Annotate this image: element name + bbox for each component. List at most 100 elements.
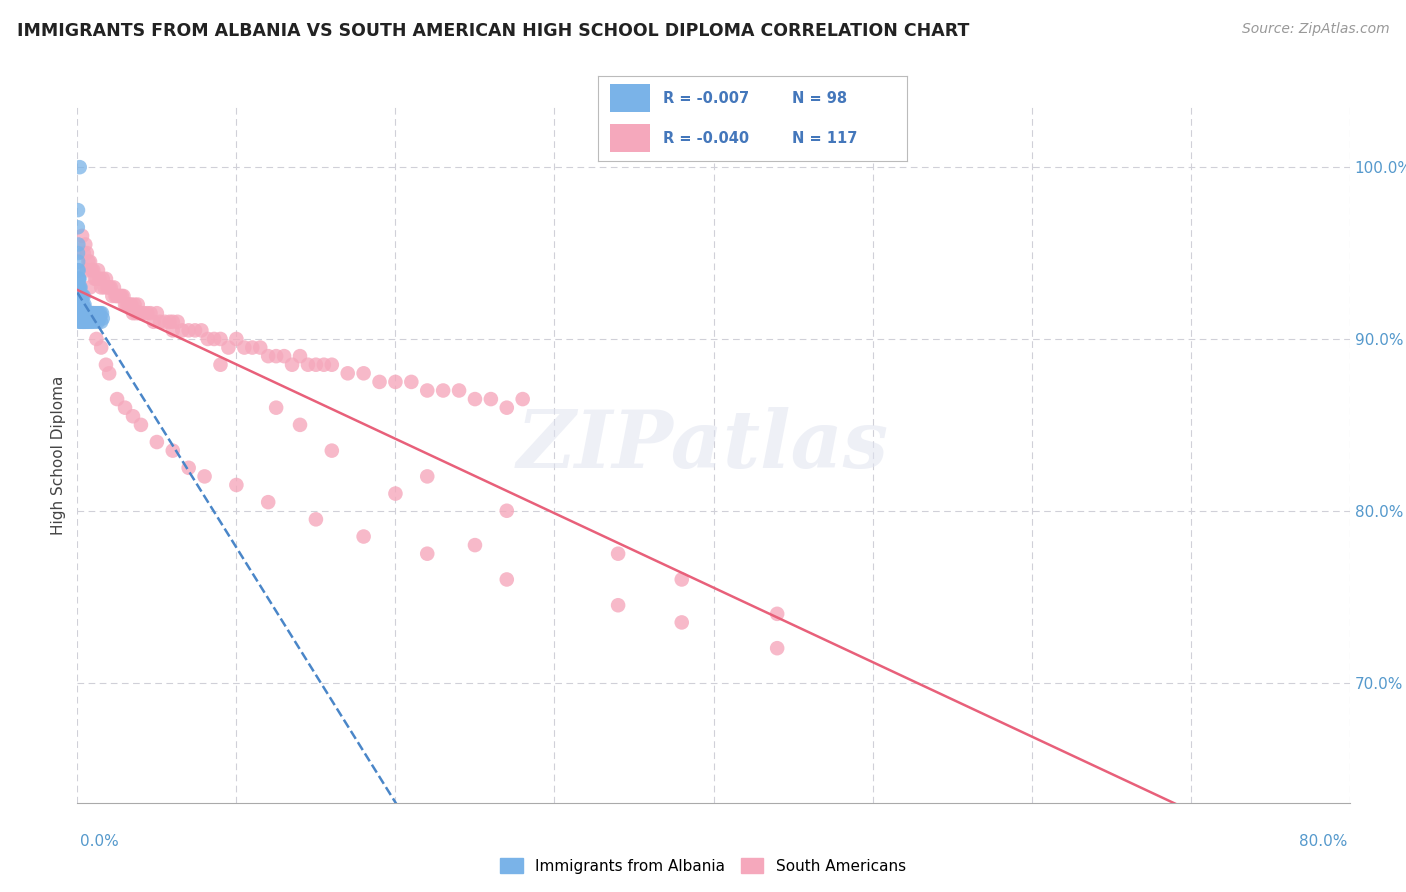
- Point: [98, 367, 121, 381]
- Point: [177, 460, 200, 475]
- Point: [66, 220, 89, 235]
- Point: [77, 254, 100, 268]
- Point: [122, 409, 145, 424]
- Point: [67, 297, 90, 311]
- Point: [82, 311, 104, 326]
- Point: [76, 315, 98, 329]
- Point: [162, 323, 184, 337]
- Point: [114, 401, 136, 415]
- Point: [72, 301, 94, 315]
- Point: [73, 297, 96, 311]
- Point: [94, 272, 117, 286]
- Point: [110, 289, 132, 303]
- Point: [72, 311, 94, 326]
- Point: [153, 315, 176, 329]
- Point: [495, 504, 517, 518]
- Point: [264, 401, 287, 415]
- Text: 0.0%: 0.0%: [80, 834, 120, 849]
- Point: [67, 237, 90, 252]
- Point: [111, 289, 134, 303]
- Point: [177, 323, 200, 337]
- Point: [69, 311, 91, 326]
- Point: [184, 323, 207, 337]
- Point: [115, 297, 138, 311]
- Point: [312, 358, 335, 372]
- Point: [67, 272, 90, 286]
- Point: [190, 323, 212, 337]
- Text: N = 98: N = 98: [793, 91, 848, 106]
- Point: [80, 311, 103, 326]
- Point: [72, 306, 94, 320]
- Point: [134, 306, 156, 320]
- Text: R = -0.040: R = -0.040: [662, 130, 748, 145]
- Text: R = -0.007: R = -0.007: [662, 91, 748, 106]
- Text: 80.0%: 80.0%: [1299, 834, 1347, 849]
- Point: [139, 306, 162, 320]
- Point: [66, 203, 89, 218]
- Point: [70, 306, 93, 320]
- Point: [305, 358, 328, 372]
- Point: [69, 289, 91, 303]
- Bar: [610, 124, 650, 152]
- Point: [432, 384, 454, 398]
- Point: [305, 512, 328, 526]
- Text: IMMIGRANTS FROM ALBANIA VS SOUTH AMERICAN HIGH SCHOOL DIPLOMA CORRELATION CHART: IMMIGRANTS FROM ALBANIA VS SOUTH AMERICA…: [17, 22, 969, 40]
- Text: N = 117: N = 117: [793, 130, 858, 145]
- Point: [89, 272, 111, 286]
- Point: [172, 323, 194, 337]
- Point: [86, 311, 108, 326]
- Point: [449, 384, 471, 398]
- Point: [117, 297, 139, 311]
- Point: [118, 297, 141, 311]
- Text: Source: ZipAtlas.com: Source: ZipAtlas.com: [1241, 22, 1389, 37]
- Point: [384, 375, 406, 389]
- Point: [464, 392, 486, 406]
- Point: [76, 306, 98, 320]
- Point: [91, 272, 114, 286]
- Point: [93, 280, 115, 294]
- Text: ZIPatlas: ZIPatlas: [517, 408, 889, 484]
- Point: [69, 306, 91, 320]
- Point: [69, 289, 91, 303]
- Point: [90, 315, 112, 329]
- Point: [107, 289, 129, 303]
- Point: [70, 306, 93, 320]
- Point: [368, 375, 391, 389]
- Point: [80, 306, 103, 320]
- Point: [77, 306, 100, 320]
- Point: [69, 301, 91, 315]
- Point: [69, 301, 91, 315]
- Point: [495, 401, 517, 415]
- Point: [297, 358, 319, 372]
- Point: [73, 306, 96, 320]
- Point: [69, 297, 91, 311]
- Point: [149, 315, 172, 329]
- Point: [607, 599, 630, 613]
- Point: [94, 358, 117, 372]
- Point: [84, 306, 107, 320]
- Point: [416, 384, 439, 398]
- Point: [76, 263, 98, 277]
- Point: [105, 392, 128, 406]
- Point: [671, 615, 693, 630]
- Point: [79, 254, 101, 268]
- Point: [67, 289, 90, 303]
- Point: [90, 280, 112, 294]
- Point: [70, 228, 93, 243]
- Point: [69, 160, 91, 174]
- Point: [217, 341, 239, 355]
- Point: [91, 306, 114, 320]
- Point: [76, 311, 98, 326]
- Point: [240, 341, 263, 355]
- Point: [69, 297, 91, 311]
- Point: [79, 306, 101, 320]
- Point: [70, 306, 93, 320]
- Point: [233, 341, 256, 355]
- Point: [77, 311, 100, 326]
- Point: [249, 341, 271, 355]
- Point: [288, 349, 311, 363]
- Point: [281, 358, 304, 372]
- Point: [288, 417, 311, 432]
- Point: [75, 315, 97, 329]
- Point: [72, 289, 94, 303]
